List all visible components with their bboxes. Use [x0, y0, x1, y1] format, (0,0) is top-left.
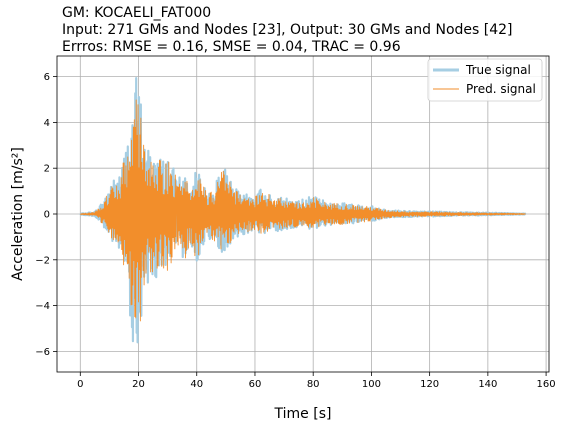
- x-tick-label: 60: [249, 379, 262, 390]
- y-tick-label: −4: [35, 301, 50, 312]
- x-tick-label: 120: [420, 379, 439, 390]
- y-tick-label: 2: [44, 164, 50, 175]
- x-tick-label: 40: [190, 379, 203, 390]
- x-tick-label: 160: [537, 379, 556, 390]
- y-axis-label: Acceleration [m/s²]: [10, 147, 26, 281]
- series-line-pred-signal: [79, 99, 526, 322]
- y-tick-label: −2: [35, 255, 50, 266]
- y-tick-label: 6: [44, 72, 50, 83]
- y-tick-label: 0: [44, 210, 50, 221]
- x-tick-label: 80: [307, 379, 320, 390]
- x-tick-label: 140: [478, 379, 497, 390]
- x-tick-label: 0: [77, 379, 83, 390]
- legend-label-true-signal: True signal: [465, 63, 531, 77]
- y-axis: −6 −4 −2 0 2 4 6: [35, 72, 57, 358]
- x-axis-label: Time [s]: [274, 406, 332, 422]
- y-tick-label: −6: [35, 347, 50, 358]
- y-tick-label: 4: [44, 118, 50, 129]
- x-axis: 0 20 40 60 80 100 120 140 160: [77, 372, 556, 390]
- chart-title-line-3: Errros: RMSE = 0.16, SMSE = 0.04, TRAC =…: [62, 39, 401, 55]
- series-layer: [79, 76, 527, 344]
- x-tick-label: 20: [132, 379, 145, 390]
- chart-title-line-2: Input: 271 GMs and Nodes [23], Output: 3…: [62, 22, 513, 38]
- chart-title-line-1: GM: KOCAELI_FAT000: [62, 5, 212, 21]
- legend: True signal Pred. signal: [427, 58, 543, 102]
- x-tick-label: 100: [362, 379, 381, 390]
- legend-label-pred-signal: Pred. signal: [466, 82, 536, 96]
